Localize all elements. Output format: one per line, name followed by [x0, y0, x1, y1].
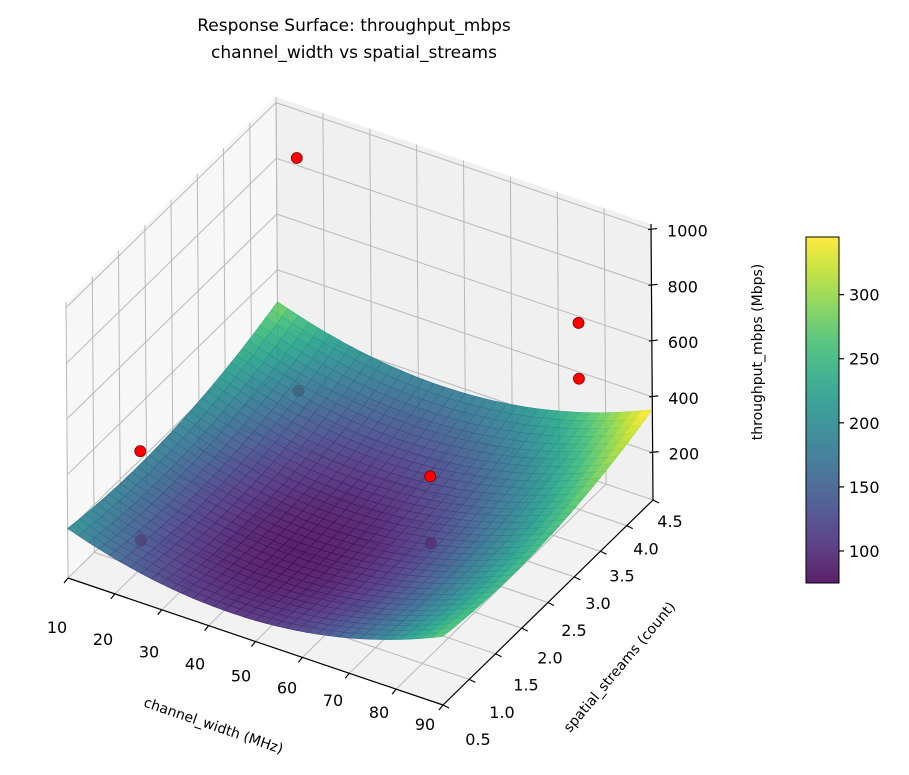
z-tick: [647, 227, 658, 231]
y-tick-label: 2.5: [561, 621, 586, 640]
z-gridline: [66, 213, 652, 420]
z-tick: [648, 283, 658, 286]
y-tick-label: 0.5: [465, 730, 490, 749]
x-tick-label: 50: [231, 667, 251, 686]
surface-patch: [431, 631, 450, 639]
z-gridline: [66, 269, 653, 476]
response-surface: [67, 301, 653, 640]
z-gridline: [65, 102, 652, 308]
data-point: [424, 470, 437, 483]
y-tick: [468, 678, 476, 683]
x-axis-label: channel_width (MHz): [142, 695, 286, 758]
x-tick-label: 90: [415, 715, 435, 734]
x-tick: [157, 609, 163, 616]
z-gridline: [66, 157, 652, 364]
x-tick: [110, 593, 116, 600]
data-point: [134, 445, 147, 458]
y-tick: [600, 550, 607, 555]
x-tick-label: 10: [47, 618, 67, 637]
x-tick: [204, 625, 210, 631]
y-tick: [495, 653, 502, 658]
x-tick: [297, 657, 303, 663]
chart-title: Response Surface: throughput_mbps: [197, 16, 511, 36]
y-tick: [442, 704, 450, 709]
axes: 10 20 30 40 50 60 70 80 90 0.5 1.0 1.5 2.0 2.5 3.0 3.5 4…: [47, 222, 708, 749]
y-tick-label: 3.5: [609, 567, 634, 586]
colorbar-tick-label: 300: [849, 286, 880, 305]
x-tick: [344, 672, 350, 679]
y-tick: [626, 525, 634, 530]
z-axis-label: throughput_mbps (Mbps): [750, 264, 766, 440]
x-tick-label: 60: [277, 679, 297, 698]
z-tick: [649, 451, 659, 454]
z-tick-label: 400: [668, 389, 699, 408]
y-tick-label: 4.5: [657, 512, 682, 531]
y-tick: [573, 576, 581, 581]
z-tick: [648, 339, 658, 342]
y-tick-label: 3.0: [585, 594, 610, 613]
z-tick-label: 200: [669, 445, 700, 464]
colorbar-tick-label: 200: [849, 414, 880, 433]
y-tick: [547, 601, 555, 607]
chart-subtitle: channel_width vs spatial_streams: [211, 43, 497, 63]
x-tick: [251, 641, 256, 647]
colorbar-tick-label: 250: [849, 350, 880, 369]
y-tick-label: 2.0: [537, 648, 562, 667]
points-front: [134, 152, 585, 483]
data-point: [572, 317, 585, 329]
z-tick-label: 800: [667, 277, 698, 296]
y-tick: [652, 499, 660, 504]
x-tick: [391, 688, 397, 695]
x-tick-label: 80: [369, 703, 389, 722]
z-tick-label: 600: [668, 333, 699, 352]
colorbar-gradient: [805, 236, 840, 584]
x-tick-label: 20: [93, 630, 113, 649]
y-tick-label: 1.5: [513, 676, 538, 695]
data-point: [290, 152, 303, 164]
x-tick-label: 70: [323, 691, 343, 710]
colorbar-tick-label: 100: [849, 542, 880, 561]
y-tick-label: 4.0: [633, 539, 658, 558]
z-tick: [649, 395, 659, 398]
data-point: [573, 372, 585, 385]
x-tick-label: 40: [185, 654, 205, 673]
colorbar-tick-label: 150: [849, 478, 880, 497]
x-tick: [63, 577, 69, 584]
colorbar: 100 150 200 250 300: [805, 236, 880, 584]
z-axis-line: [650, 223, 654, 501]
z-tick-label: 1000: [667, 222, 708, 241]
y-tick-label: 1.0: [489, 703, 514, 722]
x-tick-label: 30: [139, 642, 159, 661]
y-axis-label: spatial_streams (count): [561, 599, 679, 736]
y-tick: [521, 627, 529, 632]
x-tick: [438, 704, 444, 711]
